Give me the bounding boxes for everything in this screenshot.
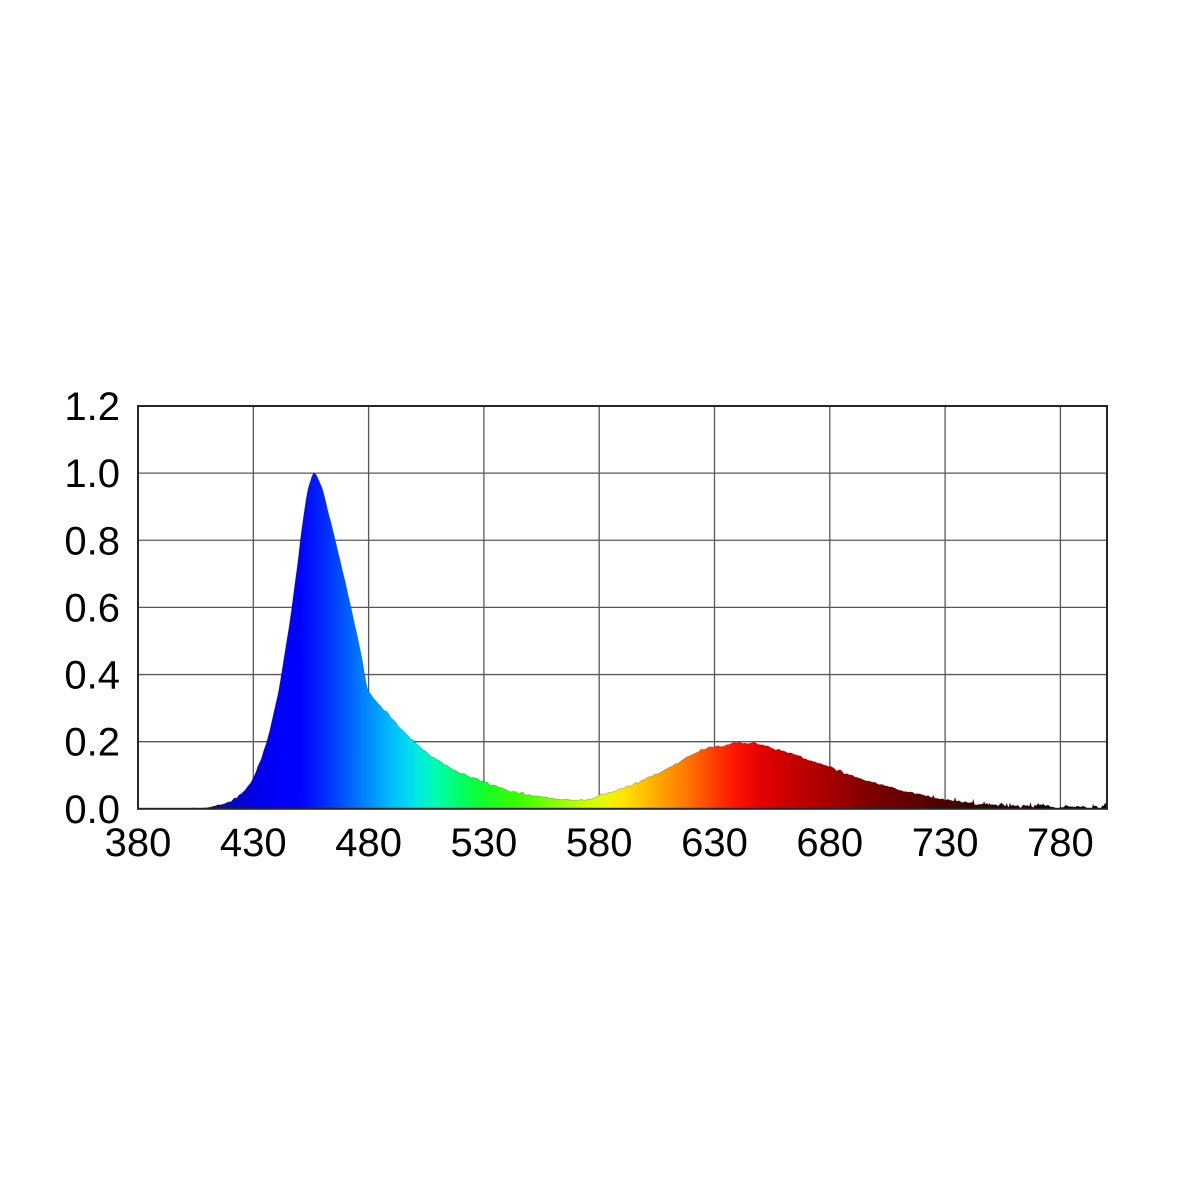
svg-text:430: 430 [220, 821, 287, 865]
svg-text:0.8: 0.8 [64, 519, 120, 563]
svg-text:1.2: 1.2 [64, 385, 120, 429]
svg-text:730: 730 [912, 821, 979, 865]
svg-text:0.2: 0.2 [64, 721, 120, 765]
svg-text:480: 480 [335, 821, 402, 865]
svg-text:0.0: 0.0 [64, 788, 120, 832]
svg-text:680: 680 [796, 821, 863, 865]
svg-text:1.0: 1.0 [64, 452, 120, 496]
svg-text:780: 780 [1027, 821, 1094, 865]
svg-text:0.6: 0.6 [64, 586, 120, 630]
svg-text:0.4: 0.4 [64, 654, 120, 698]
svg-text:630: 630 [681, 821, 748, 865]
svg-text:530: 530 [451, 821, 518, 865]
svg-text:580: 580 [566, 821, 633, 865]
